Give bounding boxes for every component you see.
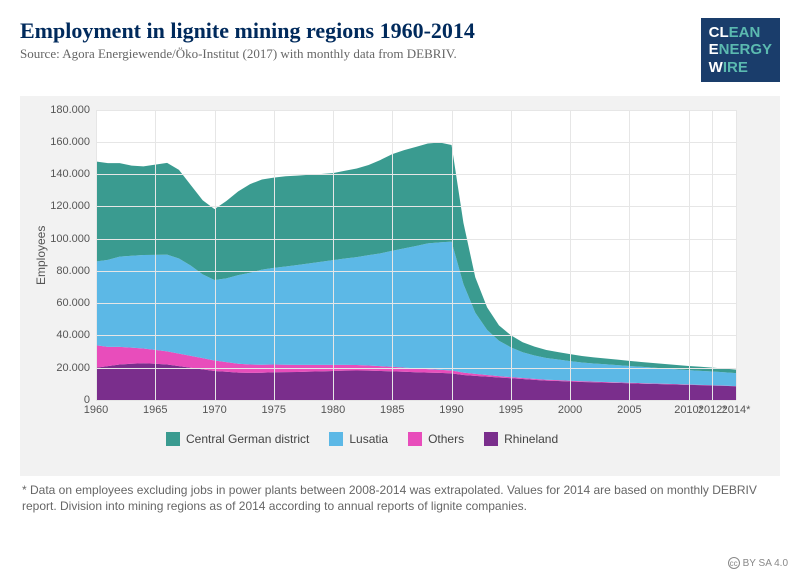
x-tick-label: 1965 [143, 404, 167, 416]
grid-line [96, 110, 97, 400]
legend-label: Rhineland [504, 432, 558, 446]
legend-item: Central German district [166, 432, 309, 446]
grid-line [96, 303, 736, 304]
grid-line [96, 206, 736, 207]
cc-icon: cc [728, 557, 740, 569]
chart-container: 020.00040.00060.00080.000100.000120.0001… [20, 96, 780, 476]
x-tick-label: 1995 [499, 404, 523, 416]
legend-swatch [484, 432, 498, 446]
grid-line [96, 174, 736, 175]
y-tick-label: 160.000 [50, 136, 90, 148]
grid-line [96, 110, 736, 111]
chart-plot-area [96, 110, 736, 400]
legend-item: Rhineland [484, 432, 558, 446]
y-tick-label: 80.000 [56, 265, 90, 277]
page-title: Employment in lignite mining regions 196… [20, 18, 701, 44]
x-tick-label: 1990 [439, 404, 463, 416]
grid-line [392, 110, 393, 400]
y-tick-label: 120.000 [50, 200, 90, 212]
x-tick-label: 1975 [262, 404, 286, 416]
logo: CLEAN ENERGY WIRE [701, 18, 780, 82]
grid-line [629, 110, 630, 400]
legend-item: Lusatia [329, 432, 388, 446]
chart-legend: Central German district Lusatia Others Rhin… [166, 432, 558, 446]
legend-label: Lusatia [349, 432, 388, 446]
legend-label: Others [428, 432, 464, 446]
legend-swatch [166, 432, 180, 446]
grid-line [452, 110, 453, 400]
grid-line [333, 110, 334, 400]
legend-swatch [408, 432, 422, 446]
header: Employment in lignite mining regions 196… [0, 0, 800, 82]
grid-line [96, 271, 736, 272]
grid-line [689, 110, 690, 400]
y-tick-label: 40.000 [56, 329, 90, 341]
x-tick-label: 2014* [722, 404, 751, 416]
grid-line [96, 239, 736, 240]
legend-label: Central German district [186, 432, 309, 446]
title-block: Employment in lignite mining regions 196… [20, 18, 701, 62]
y-tick-label: 20.000 [56, 362, 90, 374]
y-tick-label: 180.000 [50, 104, 90, 116]
x-tick-label: 1970 [202, 404, 226, 416]
y-tick-label: 60.000 [56, 297, 90, 309]
legend-swatch [329, 432, 343, 446]
footnote: * Data on employees excluding jobs in po… [22, 482, 778, 514]
license-badge: cc BY SA 4.0 [728, 557, 788, 569]
x-tick-label: 1985 [380, 404, 404, 416]
grid-line [274, 110, 275, 400]
x-tick-label: 2000 [558, 404, 582, 416]
grid-line [96, 368, 736, 369]
x-axis-ticks: 1960196519701975198019851990199520002005… [96, 404, 736, 422]
y-tick-label: 100.000 [50, 233, 90, 245]
grid-line [155, 110, 156, 400]
chart-svg [96, 110, 736, 400]
grid-line [215, 110, 216, 400]
grid-line [96, 335, 736, 336]
x-tick-label: 2005 [617, 404, 641, 416]
grid-line [712, 110, 713, 400]
grid-line [570, 110, 571, 400]
x-tick-label: 1960 [84, 404, 108, 416]
y-axis-title: Employees [34, 225, 48, 284]
x-tick-label: 1980 [321, 404, 345, 416]
grid-line [511, 110, 512, 400]
y-axis-ticks: 020.00040.00060.00080.000100.000120.0001… [20, 110, 90, 400]
grid-line [96, 400, 736, 401]
grid-line [96, 142, 736, 143]
page-subtitle: Source: Agora Energiewende/Öko-Institut … [20, 46, 701, 62]
legend-item: Others [408, 432, 464, 446]
license-text: BY SA 4.0 [743, 558, 788, 569]
y-tick-label: 140.000 [50, 168, 90, 180]
grid-line [736, 110, 737, 400]
